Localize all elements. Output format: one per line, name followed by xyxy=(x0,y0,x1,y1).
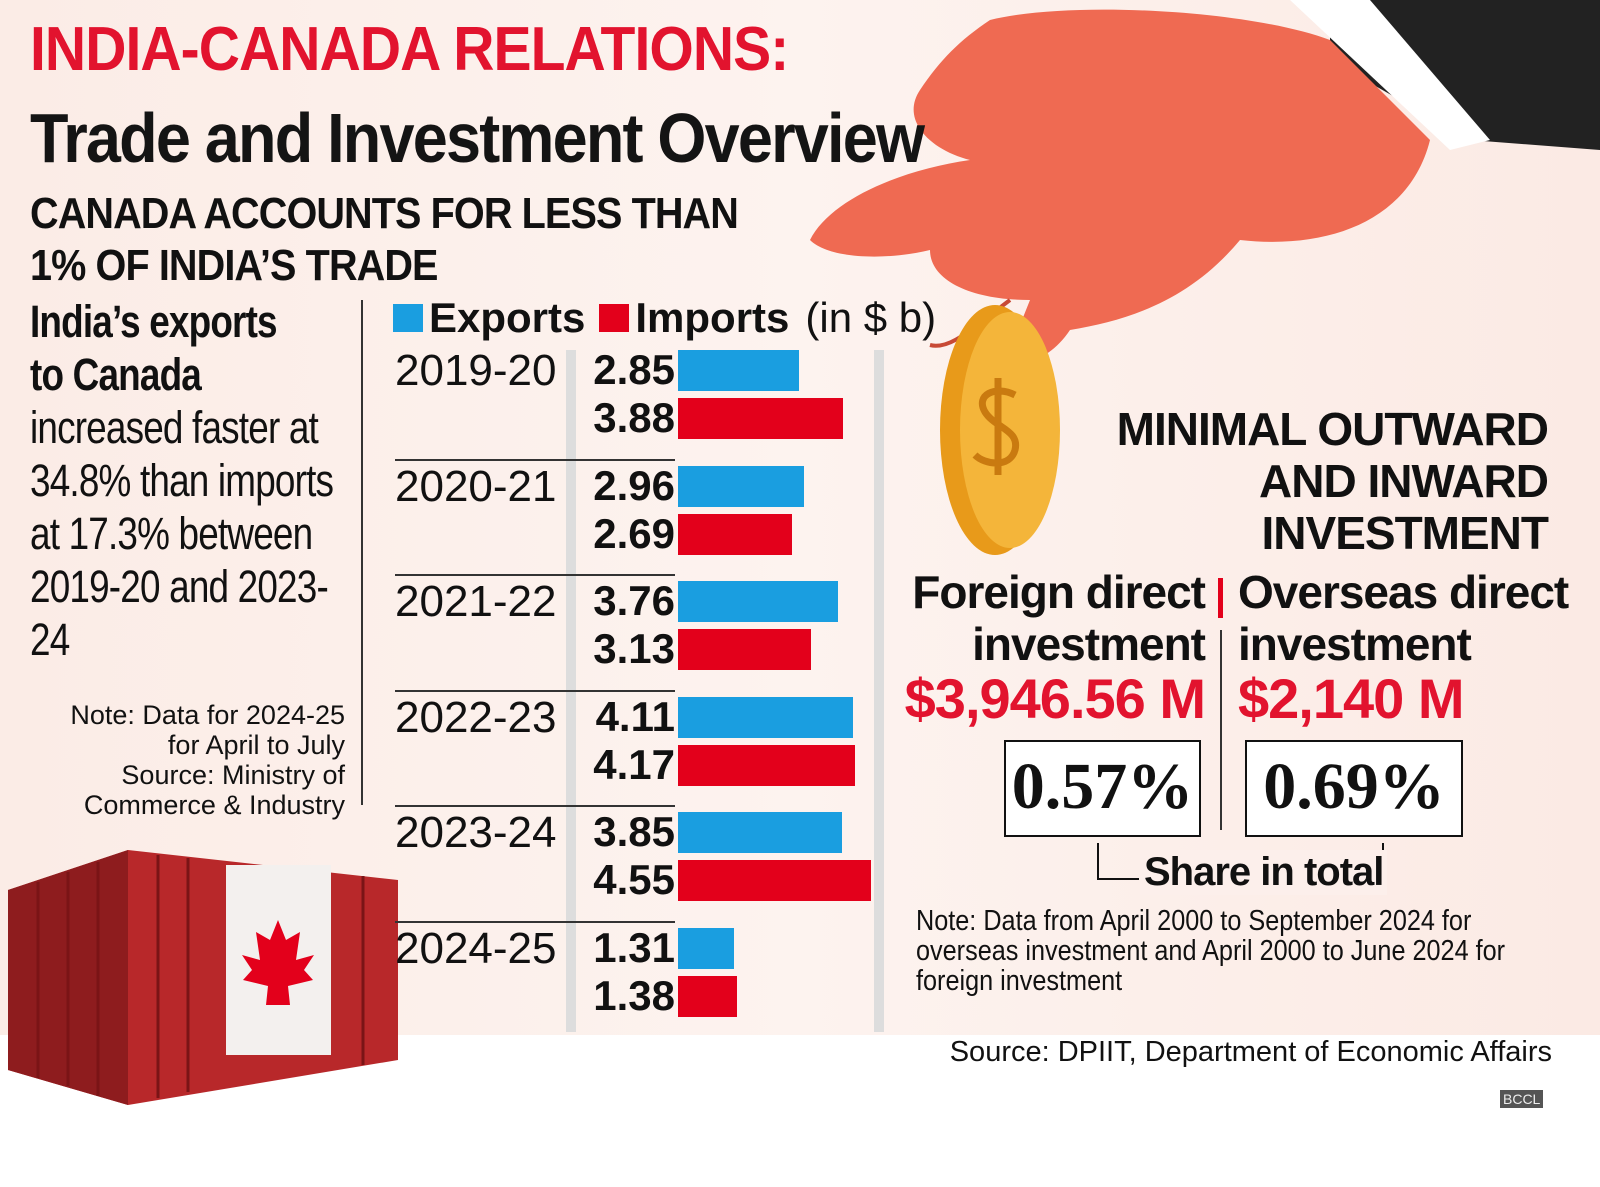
legend-unit: (in $ b) xyxy=(805,294,937,341)
row-separator xyxy=(395,920,675,923)
hand-coin-illustration xyxy=(810,0,1600,555)
chart-legend: Exports Imports (in $ b) xyxy=(393,294,936,342)
investment-note: Note: Data from April 2000 to September … xyxy=(916,905,1506,997)
investment-source: Source: DPIIT, Department of Economic Af… xyxy=(949,1036,1552,1068)
imports-bar xyxy=(678,975,737,1017)
hand-icon xyxy=(810,9,1430,361)
exports-value-label: 4.11 xyxy=(595,692,675,740)
exports-bar xyxy=(678,927,734,969)
fdi-label-1: Foreign direct xyxy=(912,566,1206,618)
share-label: Share in total xyxy=(1140,850,1388,895)
summary-text: increased faster at 34.8% than imports a… xyxy=(30,402,334,665)
imports-bar xyxy=(678,513,793,555)
subtitle-line1: CANADA ACCOUNTS FOR LESS THAN xyxy=(30,189,739,238)
row-separator xyxy=(395,805,675,807)
imports-value-label: 3.13 xyxy=(593,625,675,672)
watermark: BCCL xyxy=(1500,1090,1544,1108)
imports-bar xyxy=(678,860,872,901)
exports-bar xyxy=(678,812,842,853)
year-label: 2023-24 xyxy=(395,808,557,857)
divider xyxy=(361,300,363,805)
red-divider xyxy=(1218,578,1223,618)
odi-label-1: Overseas direct xyxy=(1238,566,1569,618)
legend-imports: Imports xyxy=(635,294,790,341)
investment-title-3: INVESTMENT xyxy=(1261,507,1549,559)
year-label: 2022-23 xyxy=(395,692,557,742)
trade-summary: India’s exports to Canada increased fast… xyxy=(30,295,358,666)
summary-bold-2: to Canada xyxy=(30,349,202,400)
fdi-share-box: 0.57% xyxy=(1004,740,1201,837)
odi-label-2: investment xyxy=(1238,618,1472,670)
title-line2: Trade and Investment Overview xyxy=(30,99,925,177)
odi-share-box: 0.69% xyxy=(1245,740,1463,837)
legend-exports: Exports xyxy=(429,294,586,341)
fdi-label-2: investment xyxy=(972,618,1206,670)
imports-swatch xyxy=(599,304,630,332)
imports-bar xyxy=(678,629,812,670)
exports-swatch xyxy=(393,304,423,332)
exports-bar xyxy=(678,581,838,622)
exports-value-label: 2.85 xyxy=(593,346,675,393)
year-label: 2024-25 xyxy=(395,923,557,973)
exports-bar xyxy=(678,350,800,391)
maple-leaf-icon xyxy=(242,920,314,1005)
dollar-sign-icon xyxy=(972,378,1020,475)
imports-value-label: 4.55 xyxy=(593,856,675,903)
bracket-left xyxy=(1097,843,1139,880)
exports-value-label: 2.96 xyxy=(593,461,675,509)
exports-bar xyxy=(678,465,804,507)
odi-amount: $2,140 M xyxy=(1238,667,1464,730)
source-line: Commerce & Industry xyxy=(83,790,345,820)
trade-subtitle: CANADA ACCOUNTS FOR LESS THAN 1% OF INDI… xyxy=(30,188,739,292)
investment-title-1: MINIMAL OUTWARD xyxy=(1116,403,1549,455)
exports-value-label: 3.85 xyxy=(593,808,675,855)
exports-bar xyxy=(678,696,853,738)
source-line: Source: Ministry of xyxy=(121,760,345,790)
investment-title: MINIMAL OUTWARD AND INWARD INVESTMENT xyxy=(1116,403,1549,559)
row-separator xyxy=(395,574,675,576)
year-label: 2019-20 xyxy=(395,346,557,395)
imports-bar xyxy=(678,744,856,786)
trade-note: Note: Data for 2024-25 for April to July… xyxy=(40,700,345,820)
title-line1: INDIA-CANADA RELATIONS: xyxy=(30,15,789,84)
imports-value-label: 3.88 xyxy=(593,394,675,441)
imports-value-label: 2.69 xyxy=(593,509,675,557)
row-separator xyxy=(395,689,675,692)
year-label: 2020-21 xyxy=(395,461,557,511)
note-line: Note: Data for 2024-25 xyxy=(70,700,345,730)
odi-label: Overseas direct investment xyxy=(1238,566,1569,670)
subtitle-line2: 1% OF INDIA’S TRADE xyxy=(30,241,438,290)
fdi-amount: $3,946.56 M xyxy=(904,667,1206,730)
imports-value-label: 1.38 xyxy=(593,971,675,1019)
imports-value-label: 4.17 xyxy=(593,740,675,788)
investment-title-2: AND INWARD xyxy=(1259,455,1549,507)
year-label: 2021-22 xyxy=(395,577,557,626)
divider xyxy=(1220,630,1222,830)
axis-band-right xyxy=(874,350,884,1032)
fdi-label: Foreign direct investment xyxy=(912,566,1206,670)
exports-value-label: 1.31 xyxy=(593,923,675,971)
note-line: for April to July xyxy=(167,730,345,760)
imports-bar xyxy=(678,398,843,439)
summary-bold-1: India’s exports xyxy=(30,296,278,347)
row-separator xyxy=(395,458,675,461)
shipping-container-illustration xyxy=(8,850,398,1105)
exports-value-label: 3.76 xyxy=(593,577,675,624)
